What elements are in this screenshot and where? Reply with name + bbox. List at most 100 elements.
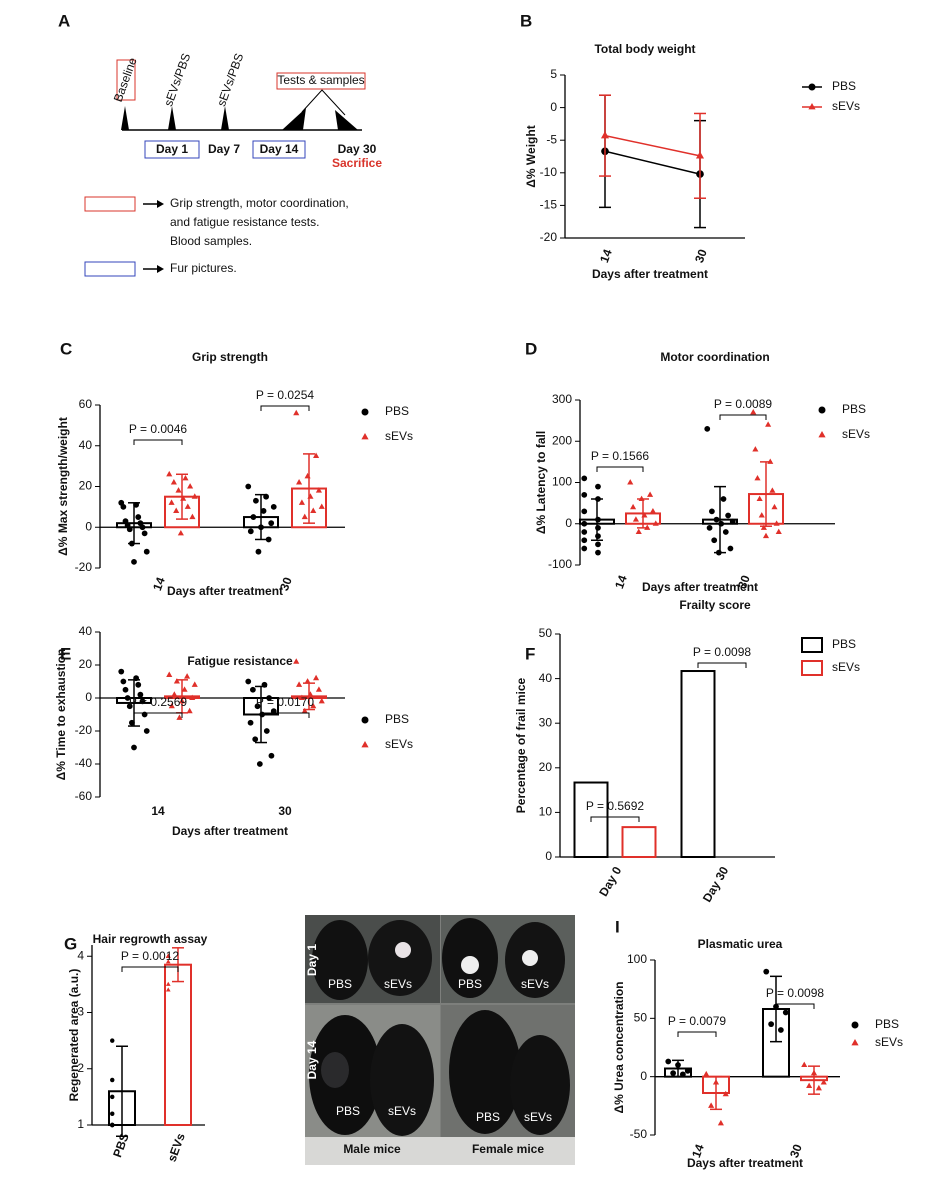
y-tick-label: -5 (546, 132, 557, 146)
chart-title: Plasmatic urea (698, 937, 783, 951)
data-point (268, 520, 275, 527)
data-point (768, 1021, 775, 1028)
y-tick-label: -20 (75, 560, 93, 574)
legend-label: sEVs (832, 99, 860, 113)
legend-text: Blood samples. (170, 234, 252, 248)
legend-marker (818, 431, 826, 438)
y-tick-label: 100 (552, 475, 572, 489)
event-box (276, 72, 366, 90)
data-point (182, 474, 189, 481)
significance-bracket (596, 466, 644, 472)
p-value: P = 0.0089 (714, 397, 772, 411)
data-point (595, 516, 601, 523)
legend-arrow-head (157, 200, 164, 208)
data-point (595, 549, 601, 556)
legend-label: sEVs (875, 1035, 903, 1049)
bar (621, 826, 657, 858)
data-point (815, 1084, 822, 1091)
data-point (173, 507, 180, 513)
y-tick-label: -100 (548, 557, 572, 571)
x-axis-label: Days after treatment (642, 580, 758, 594)
data-point (581, 520, 588, 527)
data-point (310, 507, 317, 513)
y-tick-label: 20 (79, 657, 93, 671)
legend-label: PBS (385, 404, 409, 418)
y-tick-label: 60 (79, 397, 93, 411)
row-label: Day 1 (305, 944, 319, 976)
x-tick-label: 30 (787, 1142, 805, 1160)
data-point (165, 987, 171, 992)
significance-bracket (677, 1031, 717, 1037)
y-tick-label: 20 (79, 479, 93, 493)
y-axis-label: Δ% Weight (524, 125, 538, 187)
mouse (368, 920, 432, 996)
line (604, 150, 701, 175)
p-value: P = 0.2569 (129, 695, 187, 709)
significance-bracket (719, 414, 767, 420)
legend-label: PBS (385, 712, 409, 726)
data-point (293, 409, 300, 416)
event-label: sEVs/PBS (214, 51, 246, 108)
significance-bracket (775, 1003, 815, 1009)
data-point (304, 678, 311, 684)
chart-title: Motor coordination (660, 350, 769, 364)
y-tick-label: -20 (540, 230, 558, 244)
photo-label: PBS (476, 1110, 500, 1124)
data-point (131, 558, 137, 565)
data-point (249, 686, 256, 693)
y-tick-label: 0 (565, 516, 572, 530)
significance-bracket (260, 405, 310, 411)
data-point (750, 408, 757, 415)
y-tick-label: 50 (634, 1011, 648, 1025)
chart-title: Frailty score (679, 598, 751, 612)
data-point (665, 1058, 672, 1065)
data-point (703, 1070, 710, 1077)
data-point (777, 1027, 784, 1033)
data-point (315, 487, 322, 493)
data-point (649, 507, 656, 514)
caption-strip (305, 1137, 575, 1165)
data-point (727, 545, 734, 552)
y-tick-label: -50 (630, 1127, 648, 1141)
data-point (722, 1090, 729, 1097)
data-point (247, 719, 254, 726)
data-point (245, 678, 252, 685)
legend-marker (851, 1021, 859, 1029)
y-tick-label: 30 (539, 715, 553, 729)
data-point (630, 503, 637, 510)
data-point (771, 503, 778, 510)
photo-label: sEVs (388, 1104, 416, 1118)
data-point (595, 541, 601, 548)
photo-label: sEVs (524, 1110, 552, 1124)
data-point (773, 520, 780, 526)
regrowth-spot (321, 1052, 349, 1088)
event-label: Tests & samples (277, 73, 364, 87)
significance-bracket (697, 662, 747, 668)
legend-label: PBS (832, 637, 856, 651)
legend-label: PBS (842, 402, 866, 416)
y-tick-label: 200 (552, 433, 572, 447)
data-point (820, 1079, 827, 1085)
data-point (296, 479, 303, 485)
data-point (782, 1009, 789, 1016)
y-axis-label: Δ% Latency to fall (534, 431, 548, 534)
data-point (708, 1102, 715, 1108)
legend-marker (361, 741, 369, 748)
arrow (221, 106, 229, 130)
data-point (168, 499, 175, 505)
bar (573, 781, 609, 859)
data-point (581, 529, 588, 535)
data-point (247, 528, 254, 535)
event-label: sEVs/PBS (161, 51, 193, 108)
y-axis-label: Percentage of frail mice (514, 677, 528, 813)
data-point (253, 497, 259, 504)
data-point (725, 512, 732, 519)
data-point (171, 691, 178, 697)
data-point (268, 752, 275, 759)
data-point (176, 714, 183, 720)
p-value: P = 0.0079 (668, 1014, 726, 1028)
data-point (110, 1038, 115, 1043)
legend-label: sEVs (385, 429, 413, 443)
data-point (318, 503, 325, 509)
legend-marker (361, 408, 369, 416)
